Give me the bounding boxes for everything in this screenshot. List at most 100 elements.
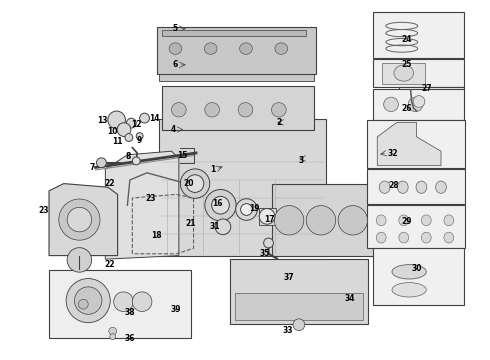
Ellipse shape bbox=[240, 43, 252, 54]
Text: 23: 23 bbox=[39, 206, 49, 215]
Circle shape bbox=[180, 169, 210, 198]
Ellipse shape bbox=[444, 232, 454, 243]
Ellipse shape bbox=[379, 181, 390, 193]
Ellipse shape bbox=[394, 65, 414, 81]
Circle shape bbox=[110, 334, 116, 339]
Text: 7: 7 bbox=[89, 163, 95, 172]
Text: 3: 3 bbox=[298, 156, 304, 165]
Bar bbox=[162, 86, 314, 130]
Ellipse shape bbox=[275, 43, 288, 54]
Text: 2: 2 bbox=[276, 118, 282, 127]
Ellipse shape bbox=[392, 283, 426, 297]
Text: 12: 12 bbox=[132, 120, 142, 129]
Circle shape bbox=[132, 292, 152, 311]
Text: 20: 20 bbox=[183, 179, 194, 188]
Circle shape bbox=[108, 111, 125, 129]
Polygon shape bbox=[377, 122, 441, 166]
Text: 6: 6 bbox=[172, 60, 177, 69]
Ellipse shape bbox=[436, 181, 446, 193]
Bar bbox=[162, 30, 306, 36]
Bar bbox=[272, 184, 385, 256]
Circle shape bbox=[74, 287, 102, 314]
Bar bbox=[367, 205, 465, 248]
Bar bbox=[259, 208, 276, 225]
Text: 28: 28 bbox=[389, 181, 399, 190]
Ellipse shape bbox=[399, 215, 409, 226]
Circle shape bbox=[259, 208, 275, 224]
Text: 37: 37 bbox=[283, 273, 294, 282]
Text: 22: 22 bbox=[105, 179, 115, 188]
Ellipse shape bbox=[204, 43, 217, 54]
Ellipse shape bbox=[205, 103, 220, 117]
Circle shape bbox=[66, 279, 110, 323]
Text: 5: 5 bbox=[172, 24, 177, 33]
Ellipse shape bbox=[408, 97, 423, 112]
Ellipse shape bbox=[416, 181, 427, 193]
Ellipse shape bbox=[376, 215, 386, 226]
Circle shape bbox=[215, 219, 231, 235]
Circle shape bbox=[241, 204, 252, 215]
Ellipse shape bbox=[421, 232, 431, 243]
Text: 30: 30 bbox=[412, 264, 422, 273]
Text: 36: 36 bbox=[124, 334, 135, 343]
Text: 8: 8 bbox=[126, 152, 131, 161]
Text: 31: 31 bbox=[210, 222, 221, 231]
Ellipse shape bbox=[421, 215, 431, 226]
Polygon shape bbox=[49, 184, 118, 256]
Ellipse shape bbox=[399, 232, 409, 243]
Ellipse shape bbox=[384, 97, 398, 112]
Circle shape bbox=[140, 113, 149, 123]
Circle shape bbox=[67, 207, 92, 232]
Circle shape bbox=[212, 197, 229, 214]
Circle shape bbox=[205, 189, 236, 221]
Text: 19: 19 bbox=[249, 204, 259, 212]
Circle shape bbox=[125, 134, 133, 141]
Circle shape bbox=[117, 123, 131, 136]
Text: 29: 29 bbox=[402, 217, 412, 226]
Text: 32: 32 bbox=[387, 149, 397, 158]
Text: 39: 39 bbox=[171, 305, 181, 314]
Text: 21: 21 bbox=[186, 219, 196, 228]
Ellipse shape bbox=[271, 103, 286, 117]
Bar bbox=[367, 169, 465, 204]
Ellipse shape bbox=[169, 43, 182, 54]
Text: 18: 18 bbox=[151, 231, 162, 240]
Circle shape bbox=[126, 118, 136, 128]
Circle shape bbox=[338, 206, 368, 235]
Text: 13: 13 bbox=[98, 116, 108, 125]
Circle shape bbox=[136, 132, 143, 140]
Text: 34: 34 bbox=[345, 294, 355, 303]
Text: 4: 4 bbox=[171, 125, 176, 134]
Bar bbox=[373, 248, 464, 305]
Bar bbox=[373, 59, 464, 87]
Bar bbox=[230, 259, 368, 324]
Bar bbox=[159, 73, 314, 81]
Bar bbox=[373, 89, 464, 120]
Bar bbox=[399, 87, 464, 113]
Circle shape bbox=[186, 175, 204, 192]
Text: 26: 26 bbox=[402, 104, 412, 113]
Text: 23: 23 bbox=[146, 194, 156, 203]
Bar bbox=[373, 12, 464, 58]
Bar bbox=[367, 120, 465, 168]
Bar bbox=[159, 119, 326, 256]
Circle shape bbox=[293, 319, 305, 330]
Circle shape bbox=[264, 238, 273, 248]
Text: 1: 1 bbox=[210, 165, 216, 174]
Circle shape bbox=[67, 248, 92, 272]
Text: 9: 9 bbox=[137, 136, 142, 145]
Circle shape bbox=[236, 199, 257, 220]
Text: 14: 14 bbox=[149, 114, 160, 122]
Circle shape bbox=[132, 157, 140, 165]
Circle shape bbox=[413, 96, 425, 107]
Text: 16: 16 bbox=[213, 199, 223, 208]
Polygon shape bbox=[105, 151, 179, 259]
Text: 35: 35 bbox=[259, 249, 270, 258]
Ellipse shape bbox=[172, 103, 186, 117]
Ellipse shape bbox=[392, 265, 426, 279]
Bar bbox=[49, 270, 191, 338]
Text: 25: 25 bbox=[402, 60, 412, 69]
Bar bbox=[382, 63, 425, 84]
Bar bbox=[235, 293, 363, 320]
Text: 11: 11 bbox=[112, 137, 122, 146]
